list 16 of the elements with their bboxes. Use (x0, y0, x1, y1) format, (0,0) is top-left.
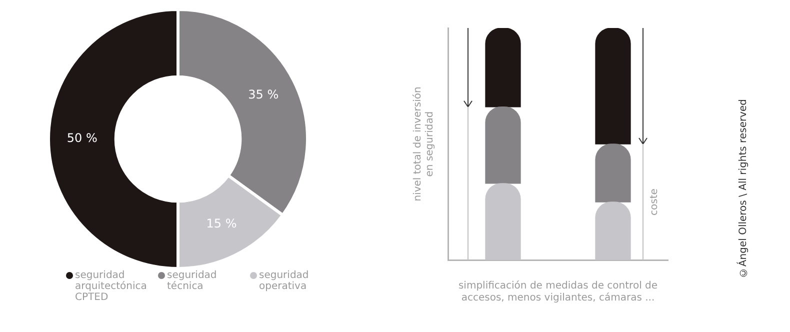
bar (595, 28, 631, 144)
annotation: coste (649, 188, 660, 216)
legend-label: seguridad operativa (259, 270, 310, 292)
bar (595, 202, 631, 260)
bar (485, 28, 521, 108)
legend-label: seguridad arquitectónica CPTED (75, 270, 147, 303)
legend-label: seguridad técnica (167, 270, 218, 292)
y-axis-title: nivel total de inversión en seguridad (412, 86, 436, 202)
x-axis-title: simplificación de medidas de control de accesos, menos vigilantes, cámaras ... (458, 280, 658, 304)
text: ©Ángel Olleros \ All rights reserved (738, 99, 749, 278)
data-label: 35 % (248, 88, 279, 102)
bar (485, 106, 521, 184)
bar (485, 183, 521, 260)
data-label: 15 % (206, 216, 237, 231)
data-label: 50 % (66, 131, 98, 146)
bar (595, 144, 631, 202)
